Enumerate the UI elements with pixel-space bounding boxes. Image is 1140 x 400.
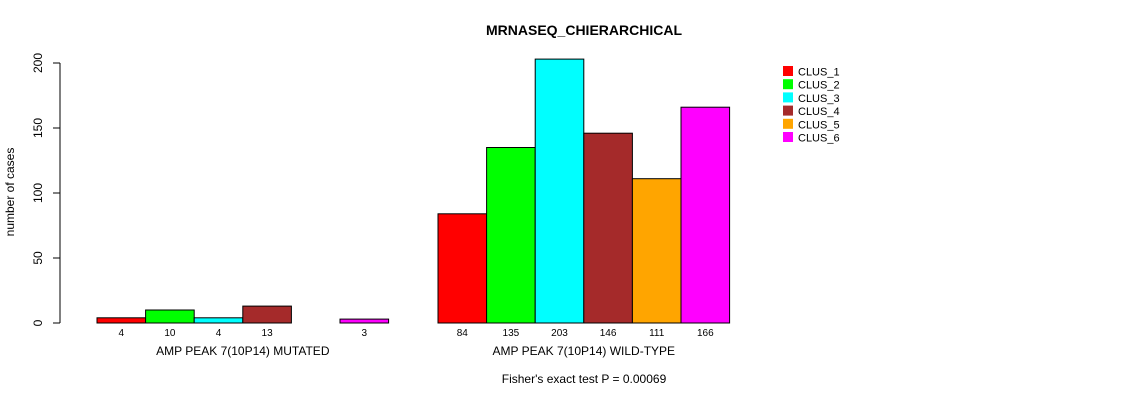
bar-count-label: 166 [697,328,714,339]
y-tick-label: 200 [31,53,45,73]
legend-swatch-clus-6 [783,132,793,142]
group-label-mutated: AMP PEAK 7(10P14) MUTATED [156,344,330,358]
y-axis-label: number of cases [3,148,17,237]
bar-wild-type-clus-1 [437,213,488,324]
bar-count-label: 203 [551,328,568,339]
bar-count-label: 10 [164,328,176,339]
legend-swatch-clus-1 [783,66,793,76]
legend-swatch-clus-2 [783,79,793,90]
legend-label: CLUS_4 [798,106,840,118]
bar-mutated-clus-3 [193,317,244,324]
bar-mutated-clus-2 [145,309,195,324]
y-tick-label: 50 [31,251,45,265]
bar-count-labels: 4 10 4 13 3 84 135 203 146 111 166 [119,328,715,339]
bar-count-label: 111 [649,328,665,339]
bar-count-label: 3 [362,328,368,339]
y-tick-label: 0 [31,319,45,326]
y-axis-ticks: 0 50 100 150 200 [31,53,60,326]
bar-count-label: 4 [119,328,125,339]
bar-mutated-clus-4 [242,305,292,324]
chart-title: MRNASEQ_CHIERARCHICAL [486,22,682,38]
legend-label: CLUS_3 [798,93,840,105]
group-label-wild-type: AMP PEAK 7(10P14) WILD-TYPE [493,344,676,358]
legend-swatch-clus-5 [783,118,793,129]
bar-count-label: 13 [262,328,274,339]
legend-label: CLUS_6 [798,133,840,145]
bar-wild-type-clus-6 [680,106,731,324]
bar-wild-type-clus-2 [486,147,536,324]
legend-swatch-clus-3 [783,92,793,103]
y-tick-label: 100 [31,183,45,203]
bar-mutated-clus-1 [96,317,147,324]
fisher-test-footnote: Fisher's exact test P = 0.00069 [502,372,667,386]
bar-count-label: 84 [457,328,469,339]
legend-label: CLUS_1 [798,67,840,79]
bar-count-label: 146 [600,328,617,339]
bars [96,58,731,324]
bar-wild-type-clus-3 [534,58,585,324]
bar-count-label: 4 [216,328,222,339]
bar-wild-type-clus-4 [583,132,633,324]
bar-count-label: 135 [503,328,520,339]
bar-mutated-clus-6 [339,318,390,324]
legend-swatch-clus-4 [783,105,793,116]
legend-label: CLUS_2 [798,80,840,92]
y-tick-label: 150 [31,118,45,138]
legend-label: CLUS_5 [798,119,840,131]
bar-wild-type-clus-5 [631,178,682,324]
